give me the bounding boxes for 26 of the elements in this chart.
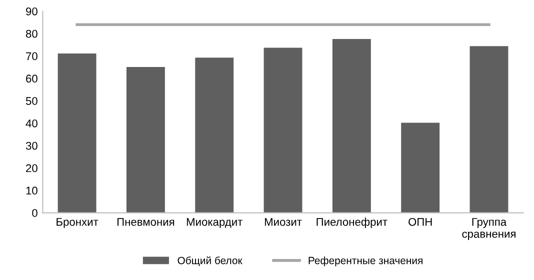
bar xyxy=(58,54,96,213)
y-tick-label: 40 xyxy=(26,119,38,128)
y-tick-label: 20 xyxy=(26,164,38,172)
y-tick-label: 60 xyxy=(26,74,38,83)
y-tick-label: 80 xyxy=(26,30,38,38)
bar xyxy=(470,46,508,213)
x-tick-label: Миокардит xyxy=(186,218,242,228)
y-tick-label: 50 xyxy=(26,97,38,105)
x-tick-label: Пиелонефрит xyxy=(316,218,388,228)
bar xyxy=(332,38,371,213)
x-tick-label: Бронхит xyxy=(56,218,98,228)
y-tick-label: 30 xyxy=(26,142,38,150)
x-tick-label: Пневмония xyxy=(117,218,174,226)
x-tick-label: ОПН xyxy=(408,218,432,226)
y-tick-label: 90 xyxy=(26,7,38,16)
y-tick-label: 70 xyxy=(26,52,38,60)
legend-label: Общий белок xyxy=(178,256,242,266)
bar xyxy=(126,66,165,213)
x-tick-label: Миозит xyxy=(264,218,302,226)
legend-label: Референтные значения xyxy=(308,256,422,266)
bar xyxy=(401,122,440,213)
y-tick-label: 0 xyxy=(32,209,38,217)
bar xyxy=(264,48,302,213)
bar xyxy=(195,58,234,213)
y-tick-label: 10 xyxy=(26,186,38,195)
x-tick-label: Группа сравнения xyxy=(462,218,516,240)
